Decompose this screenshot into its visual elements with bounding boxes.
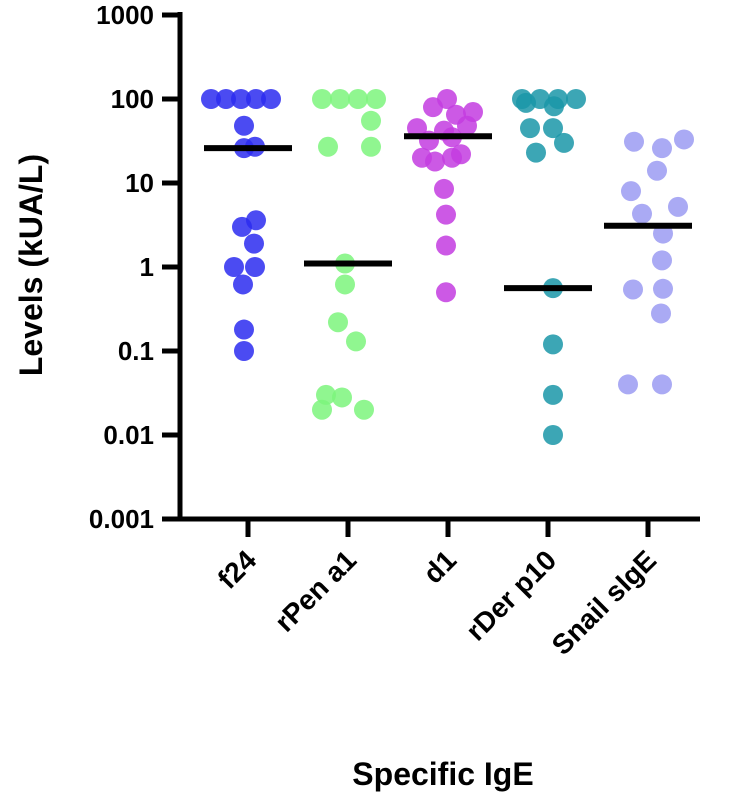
data-point-snail-sige [652, 374, 672, 395]
data-point-f24 [231, 89, 251, 109]
data-point-rpen-a1 [361, 136, 381, 157]
data-point-rpen-a1 [332, 387, 352, 408]
data-point-d1 [434, 178, 454, 199]
data-point-rder-p10 [543, 118, 563, 139]
x-axis-title: Specific IgE [352, 756, 533, 792]
y-tick-label: 0.01 [103, 420, 154, 450]
data-point-snail-sige [632, 203, 652, 224]
data-point-rder-p10 [566, 89, 586, 109]
data-point-f24 [244, 233, 264, 254]
data-point-snail-sige [668, 196, 688, 217]
data-point-rpen-a1 [335, 274, 355, 295]
data-point-rder-p10 [516, 92, 536, 113]
y-tick-label: 0.1 [118, 336, 154, 366]
y-axis-title: Levels (kUA/L) [13, 154, 49, 376]
data-point-d1 [436, 235, 456, 256]
data-point-snail-sige [651, 303, 671, 324]
x-tick-label-rpen-a1: rPen a1 [269, 544, 362, 637]
data-point-snail-sige [653, 278, 673, 299]
data-point-f24 [234, 319, 254, 340]
data-point-snail-sige [623, 279, 643, 300]
data-point-rpen-a1 [346, 331, 366, 352]
data-point-rder-p10 [543, 384, 563, 405]
x-tick-label-d1: d1 [417, 544, 462, 589]
median-lines [204, 133, 692, 292]
data-point-d1 [407, 118, 427, 139]
data-point-rpen-a1 [328, 312, 348, 333]
data-point-f24 [234, 341, 254, 361]
data-point-d1 [442, 147, 462, 168]
data-point-rpen-a1 [361, 110, 381, 131]
data-point-f24 [246, 89, 266, 109]
data-point-rpen-a1 [348, 89, 368, 109]
y-axis-ticks: 0.001 0.01 0.1 1 10 100 1000 [89, 0, 180, 534]
data-point-d1 [425, 151, 445, 172]
x-tick-label-snail-sige: Snail sIgE [546, 544, 663, 661]
data-point-snail-sige [618, 374, 638, 395]
data-point-rder-p10 [554, 132, 574, 153]
data-point-f24 [224, 257, 244, 277]
data-point-rder-p10 [520, 118, 540, 139]
data-point-rpen-a1 [354, 399, 374, 420]
data-point-rder-p10 [526, 142, 546, 163]
y-tick-label: 10 [125, 168, 154, 198]
data-point-d1 [436, 282, 456, 303]
data-point-rpen-a1 [366, 89, 386, 109]
data-point-snail-sige [674, 129, 694, 150]
data-point-rpen-a1 [312, 399, 332, 420]
data-point-f24 [216, 89, 236, 109]
data-point-rpen-a1 [312, 89, 332, 109]
data-point-snail-sige [624, 131, 644, 152]
data-point-rpen-a1 [318, 136, 338, 157]
x-tick-label-rder-p10: rDer p10 [460, 544, 562, 646]
y-tick-label: 1 [140, 252, 154, 282]
y-tick-label: 1000 [96, 0, 154, 30]
data-point-f24 [234, 115, 254, 136]
data-point-f24 [245, 257, 265, 277]
data-point-rder-p10 [544, 96, 564, 117]
data-point-f24 [201, 89, 221, 109]
data-point-f24 [233, 274, 253, 295]
data-point-f24 [261, 89, 281, 109]
data-point-snail-sige [652, 138, 672, 159]
y-tick-label: 0.001 [89, 504, 154, 534]
data-point-rder-p10 [543, 334, 563, 355]
data-point-rder-p10 [543, 425, 563, 445]
data-point-snail-sige [621, 181, 641, 202]
y-tick-label: 100 [111, 84, 154, 114]
data-point-f24 [232, 216, 252, 237]
x-tick-label-f24: f24 [212, 544, 263, 595]
data-point-d1 [436, 204, 456, 225]
data-point-rpen-a1 [330, 89, 350, 109]
data-point-snail-sige [652, 250, 672, 271]
data-point-d1 [457, 115, 477, 136]
data-point-d1 [423, 97, 443, 118]
data-point-snail-sige [647, 160, 667, 181]
data-points [201, 89, 694, 445]
